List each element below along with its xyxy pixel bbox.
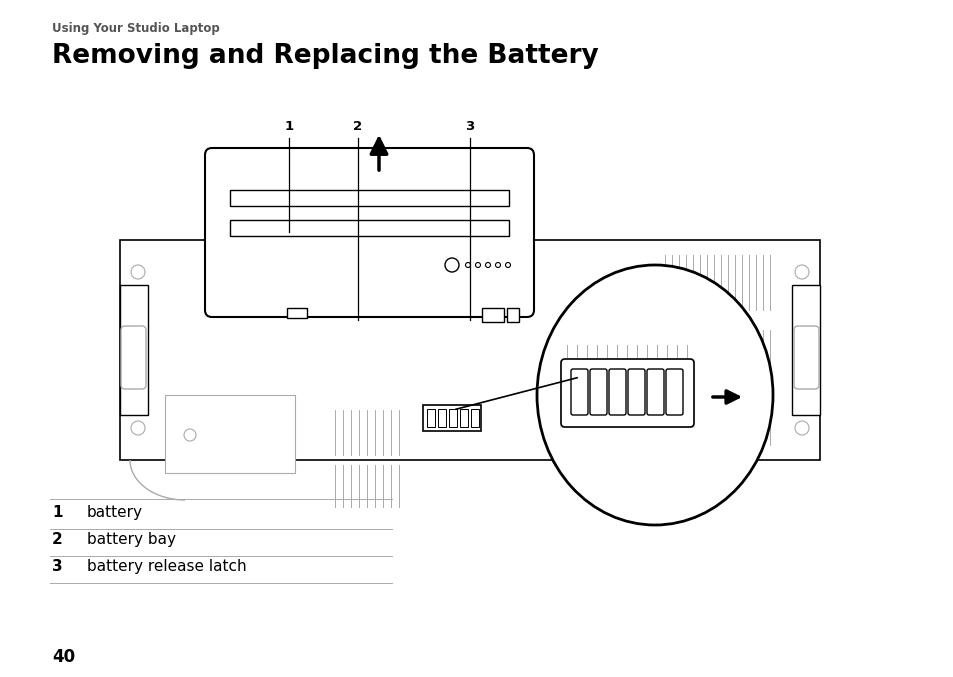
Text: 3: 3 [465,120,475,133]
Text: Using Your Studio Laptop: Using Your Studio Laptop [52,22,219,35]
Bar [471,409,478,427]
Circle shape [184,429,195,441]
Bar [230,220,509,236]
Bar [287,308,307,318]
FancyBboxPatch shape [589,369,606,415]
Text: 1: 1 [52,505,63,520]
Bar [449,409,456,427]
Circle shape [505,263,510,267]
Text: 1: 1 [284,120,294,133]
FancyBboxPatch shape [121,326,146,389]
Bar [506,308,518,322]
Text: 2: 2 [353,120,362,133]
FancyBboxPatch shape [793,326,818,389]
Text: battery bay: battery bay [87,532,175,547]
Bar [422,405,480,431]
FancyBboxPatch shape [205,148,534,317]
Bar [437,409,446,427]
Circle shape [794,265,808,279]
Circle shape [794,421,808,435]
Circle shape [485,263,490,267]
Text: Removing and Replacing the Battery: Removing and Replacing the Battery [52,43,598,69]
FancyBboxPatch shape [608,369,625,415]
Text: 2: 2 [52,532,63,547]
Text: battery release latch: battery release latch [87,559,247,574]
Bar [481,308,503,322]
Text: 40: 40 [52,648,75,666]
Bar [230,190,509,206]
Circle shape [131,265,145,279]
Circle shape [495,263,500,267]
FancyBboxPatch shape [665,369,682,415]
Text: battery: battery [87,505,143,520]
Circle shape [465,263,470,267]
FancyBboxPatch shape [646,369,663,415]
Bar [791,285,820,415]
FancyBboxPatch shape [627,369,644,415]
Circle shape [475,263,480,267]
Bar [559,360,695,428]
Bar [165,395,294,473]
Text: 3: 3 [52,559,63,574]
Ellipse shape [537,265,772,525]
Circle shape [444,258,458,272]
Bar [427,409,435,427]
FancyBboxPatch shape [560,359,693,427]
Bar [459,409,468,427]
Bar [120,285,148,415]
Bar [120,240,820,460]
Circle shape [131,421,145,435]
FancyBboxPatch shape [571,369,587,415]
